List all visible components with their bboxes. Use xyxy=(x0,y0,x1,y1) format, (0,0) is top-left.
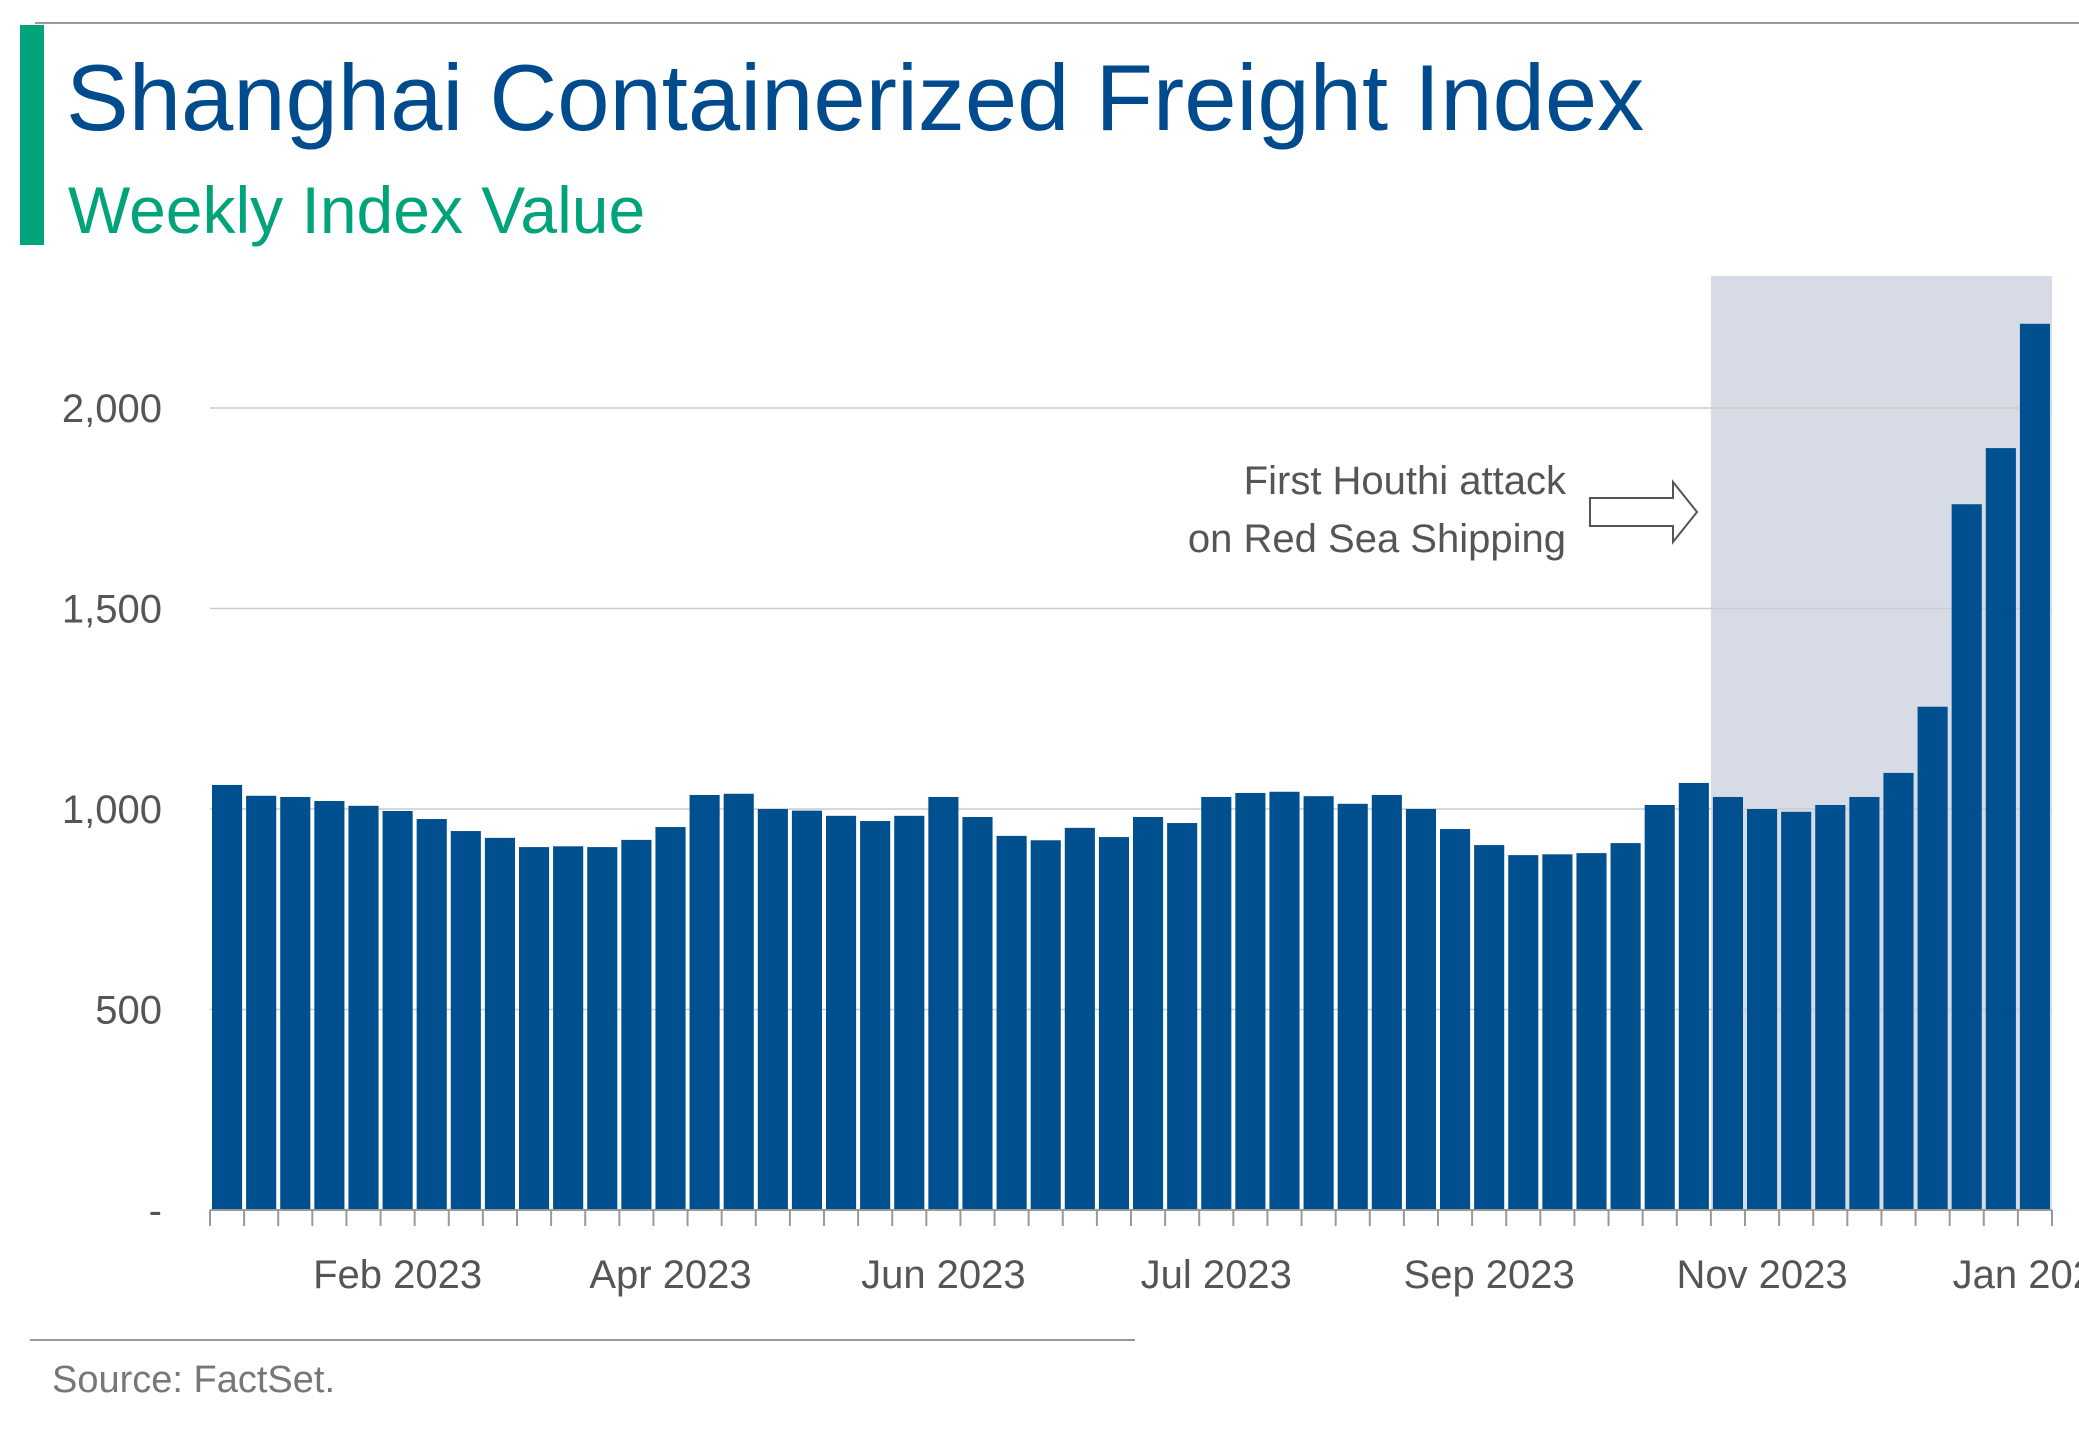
x-tick-label: Nov 2023 xyxy=(1676,1253,1847,1297)
bar xyxy=(280,796,311,1210)
bar xyxy=(348,805,379,1210)
bar xyxy=(791,810,822,1210)
bar xyxy=(484,837,515,1210)
x-tick-label: Sep 2023 xyxy=(1404,1253,1575,1297)
bar xyxy=(1167,823,1198,1210)
x-tick-label: Jan 2024 xyxy=(1953,1253,2079,1297)
bar xyxy=(2019,323,2050,1210)
bar xyxy=(996,835,1027,1210)
bar xyxy=(1917,706,1948,1210)
bar xyxy=(382,811,413,1210)
bar xyxy=(416,819,447,1210)
y-tick-label: - xyxy=(149,1189,162,1233)
annotation-text-line2: on Red Sea Shipping xyxy=(1188,517,1566,561)
bar xyxy=(1405,809,1436,1210)
bar xyxy=(314,800,345,1210)
bar xyxy=(1371,794,1402,1210)
bar xyxy=(1576,853,1607,1210)
bar xyxy=(894,815,925,1210)
y-tick-label: 1,500 xyxy=(62,588,162,632)
bar xyxy=(1133,817,1164,1210)
bar xyxy=(1883,772,1914,1210)
bar xyxy=(621,839,652,1210)
source-note: Source: FactSet. xyxy=(52,1359,335,1401)
bar xyxy=(1747,809,1778,1210)
chart-title: Shanghai Containerized Freight Index xyxy=(66,45,1644,150)
bar xyxy=(1303,796,1334,1210)
bar xyxy=(928,796,959,1210)
bar xyxy=(1644,804,1675,1210)
bar xyxy=(826,815,857,1210)
x-tick-label: Apr 2023 xyxy=(589,1253,751,1297)
bar xyxy=(1678,782,1709,1210)
bar xyxy=(1712,796,1743,1210)
bar xyxy=(860,821,891,1210)
bar xyxy=(723,793,754,1210)
bar xyxy=(212,784,243,1210)
bar xyxy=(1269,791,1300,1210)
annotation-arrow-icon xyxy=(1589,479,1699,545)
title-accent-bar xyxy=(20,25,44,245)
bar xyxy=(689,794,720,1210)
bar xyxy=(1781,811,1812,1210)
bar xyxy=(1849,796,1880,1210)
bar xyxy=(1610,843,1641,1210)
bar xyxy=(1815,804,1846,1210)
bar xyxy=(1542,854,1573,1210)
bar xyxy=(962,817,993,1210)
bar xyxy=(553,846,584,1210)
y-tick-label-layer: - 500 1,000 1,500 2,000 xyxy=(62,387,162,1233)
x-tick-label: Feb 2023 xyxy=(313,1253,482,1297)
chart-subtitle: Weekly Index Value xyxy=(68,173,645,247)
bar xyxy=(1064,827,1095,1210)
bar xyxy=(1951,504,1982,1210)
x-axis-layer xyxy=(209,1209,2053,1226)
bar xyxy=(450,831,481,1210)
bar xyxy=(587,847,618,1210)
x-tick-label: Jul 2023 xyxy=(1141,1253,1292,1297)
x-tick-label-layer: Feb 2023 Apr 2023 Jun 2023 Jul 2023 Sep 2023… xyxy=(313,1253,2079,1297)
bar xyxy=(757,809,788,1210)
bar-layer xyxy=(212,323,2050,1211)
bar xyxy=(1098,837,1129,1210)
x-tick-label: Jun 2023 xyxy=(861,1253,1026,1297)
annotation: First Houthi attack on Red Sea Shipping xyxy=(1188,459,1699,561)
bar xyxy=(1201,796,1232,1210)
bar xyxy=(1337,803,1368,1210)
bar xyxy=(1235,792,1266,1210)
y-tick-label: 500 xyxy=(95,989,162,1033)
bar xyxy=(1474,845,1505,1210)
gridline-layer xyxy=(210,407,2052,1011)
bar xyxy=(1030,840,1061,1210)
bar xyxy=(1508,855,1539,1210)
bar xyxy=(1440,829,1471,1210)
y-tick-label: 2,000 xyxy=(62,387,162,431)
y-tick-label: 1,000 xyxy=(62,788,162,832)
bar xyxy=(246,795,277,1210)
bar xyxy=(1985,448,2016,1211)
bar xyxy=(519,847,550,1210)
annotation-text-line1: First Houthi attack xyxy=(1244,459,1567,503)
bar xyxy=(655,827,686,1210)
